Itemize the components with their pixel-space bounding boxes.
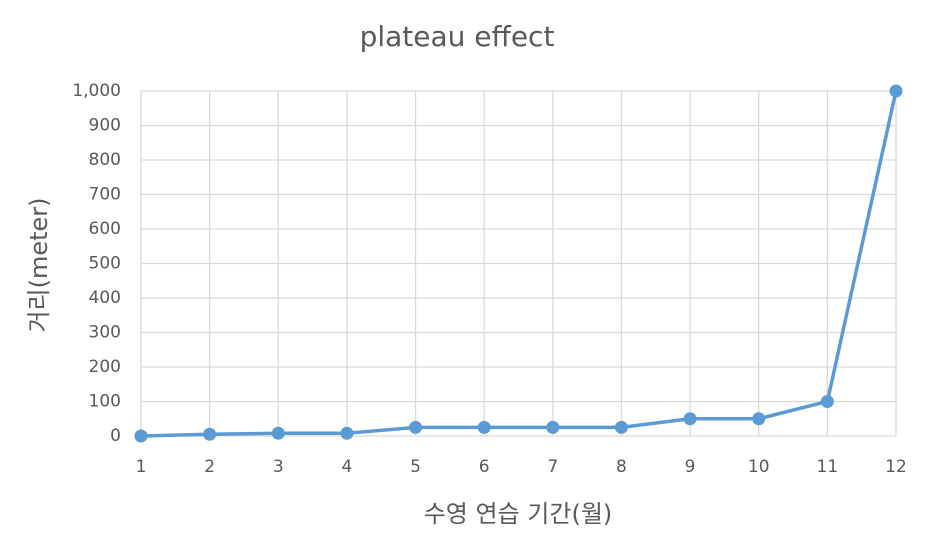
marker [546,420,560,434]
marker [614,420,628,434]
y-tick-label: 500 [89,254,121,274]
x-tick-label: 9 [685,457,696,477]
y-tick-label: 1,000 [72,81,121,101]
x-tick-label: 12 [885,457,907,477]
x-tick-label: 7 [547,457,558,477]
marker [409,420,423,434]
x-tick-label: 1 [136,457,147,477]
y-tick-label: 0 [110,426,121,446]
y-tick-label: 800 [89,150,121,170]
x-tick-label: 11 [817,457,839,477]
marker [134,429,148,443]
y-tick-label: 300 [89,323,121,343]
marker [203,427,217,441]
x-tick-label: 6 [479,457,490,477]
y-tick-label: 900 [89,116,121,136]
y-tick-label: 400 [89,288,121,308]
y-tick-label: 700 [89,185,121,205]
y-tick-label: 200 [89,357,121,377]
x-tick-label: 10 [748,457,770,477]
marker [752,412,766,426]
marker [889,84,903,98]
marker [340,426,354,440]
y-tick-label: 600 [89,219,121,239]
chart-title: plateau effect [360,20,555,53]
y-tick-label: 100 [89,392,121,412]
x-tick-label: 2 [204,457,215,477]
marker [683,412,697,426]
marker [477,420,491,434]
x-tick-label: 8 [616,457,627,477]
x-axis-title: 수영 연습 기간(월) [424,500,613,528]
y-axis-title: 거리(meter) [25,197,53,332]
marker [820,395,834,408]
x-tick-label: 3 [273,457,284,477]
marker [271,426,285,440]
line [140,90,898,438]
x-tick-label: 4 [341,457,352,477]
x-tick-label: 5 [410,457,421,477]
